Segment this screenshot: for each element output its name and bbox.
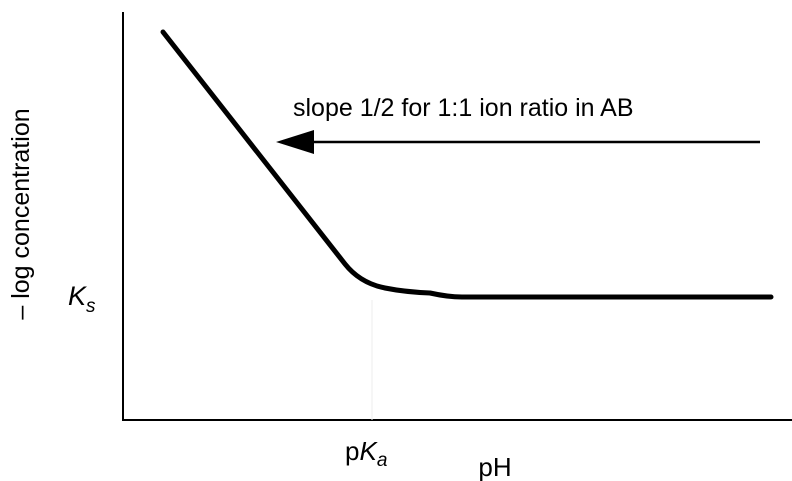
y-tick-label-ks: Ks [68,281,96,317]
y-axis-label: – log concentration [7,108,35,319]
y-tick-ks-sub: s [86,296,96,317]
y-tick-ks-main: K [68,281,87,311]
series-line [160,29,774,300]
x-tick-pka-sub: a [377,450,388,471]
annotation-text: slope 1/2 for 1:1 ion ratio in AB [293,94,634,122]
x-tick-label-pka: pKa [345,436,387,471]
x-axis-label: pH [478,452,511,481]
x-tick-pka-prefix: p [345,436,359,466]
annotation-arrowhead [276,130,314,154]
x-tick-pka-main: K [359,436,378,466]
